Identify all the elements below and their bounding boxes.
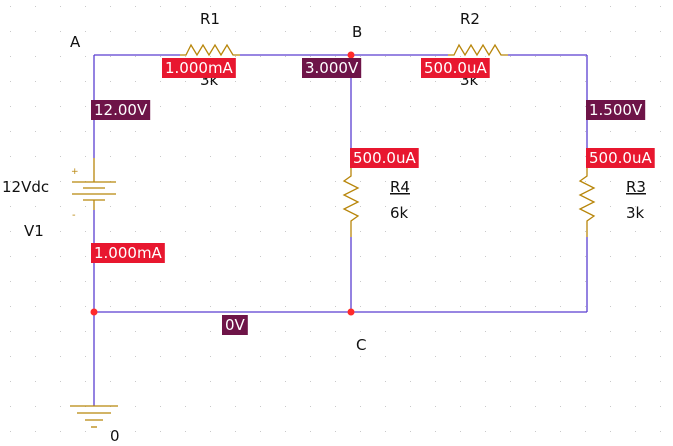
node-b-voltage-tag: 3.000V	[302, 58, 362, 78]
v1-value-label: 12Vdc	[2, 178, 49, 196]
node-c-label: C	[356, 336, 366, 354]
v1-minus-label: -	[72, 210, 76, 221]
r3-top-voltage-tag: 1.500V	[586, 100, 646, 120]
svg-text:0V: 0V	[225, 316, 246, 334]
svg-text:500.0uA: 500.0uA	[424, 59, 487, 77]
r2-name-label: R2	[460, 10, 480, 28]
resistor-r3-icon	[578, 168, 596, 237]
node-b-label: B	[352, 23, 362, 41]
resistor-r4-icon	[342, 168, 360, 237]
junction-c-dot	[347, 308, 355, 316]
svg-text:1.000mA: 1.000mA	[165, 59, 234, 77]
r4-name-label: R4	[390, 178, 410, 196]
labels: A B C R1 3k R2 3k R4 6k R3 3k 12Vdc V1 +…	[2, 10, 646, 445]
junctions	[90, 51, 355, 316]
r4-value-label: 6k	[390, 204, 409, 222]
ground-icon	[70, 405, 118, 428]
svg-text:1.500V: 1.500V	[589, 101, 643, 119]
junction-left-bottom-dot	[90, 308, 98, 316]
node-c-voltage-tag: 0V	[222, 315, 248, 335]
v1-name-label: V1	[24, 222, 44, 240]
svg-text:500.0uA: 500.0uA	[353, 149, 416, 167]
wires	[93, 54, 588, 406]
node-a-voltage-tag: 12.00V	[91, 100, 151, 120]
components	[70, 43, 596, 428]
svg-text:12.00V: 12.00V	[94, 101, 148, 119]
r3-name-label: R3	[626, 178, 646, 196]
battery-v1-icon	[72, 158, 116, 210]
r3-value-label: 3k	[626, 204, 645, 222]
v1-current-tag: 1.000mA	[91, 243, 165, 263]
measurement-tags: 1.000mA 3.000V 500.0uA 12.00V 1.500V 500…	[91, 58, 655, 335]
node-a-label: A	[70, 33, 81, 51]
svg-text:500.0uA: 500.0uA	[589, 149, 652, 167]
grid-dots	[10, 6, 661, 432]
r1-current-tag: 1.000mA	[162, 58, 236, 78]
v1-plus-label: +	[71, 167, 79, 177]
r3-current-tag: 500.0uA	[586, 148, 655, 168]
ground-label: 0	[110, 427, 120, 445]
r1-name-label: R1	[200, 10, 220, 28]
r4-current-tag: 500.0uA	[350, 148, 419, 168]
resistor-r2-icon	[448, 43, 508, 57]
svg-text:3.000V: 3.000V	[305, 59, 359, 77]
junction-b-dot	[347, 51, 355, 59]
resistor-r1-icon	[180, 43, 240, 57]
svg-text:1.000mA: 1.000mA	[94, 244, 163, 262]
r2-current-tag: 500.0uA	[421, 58, 490, 78]
